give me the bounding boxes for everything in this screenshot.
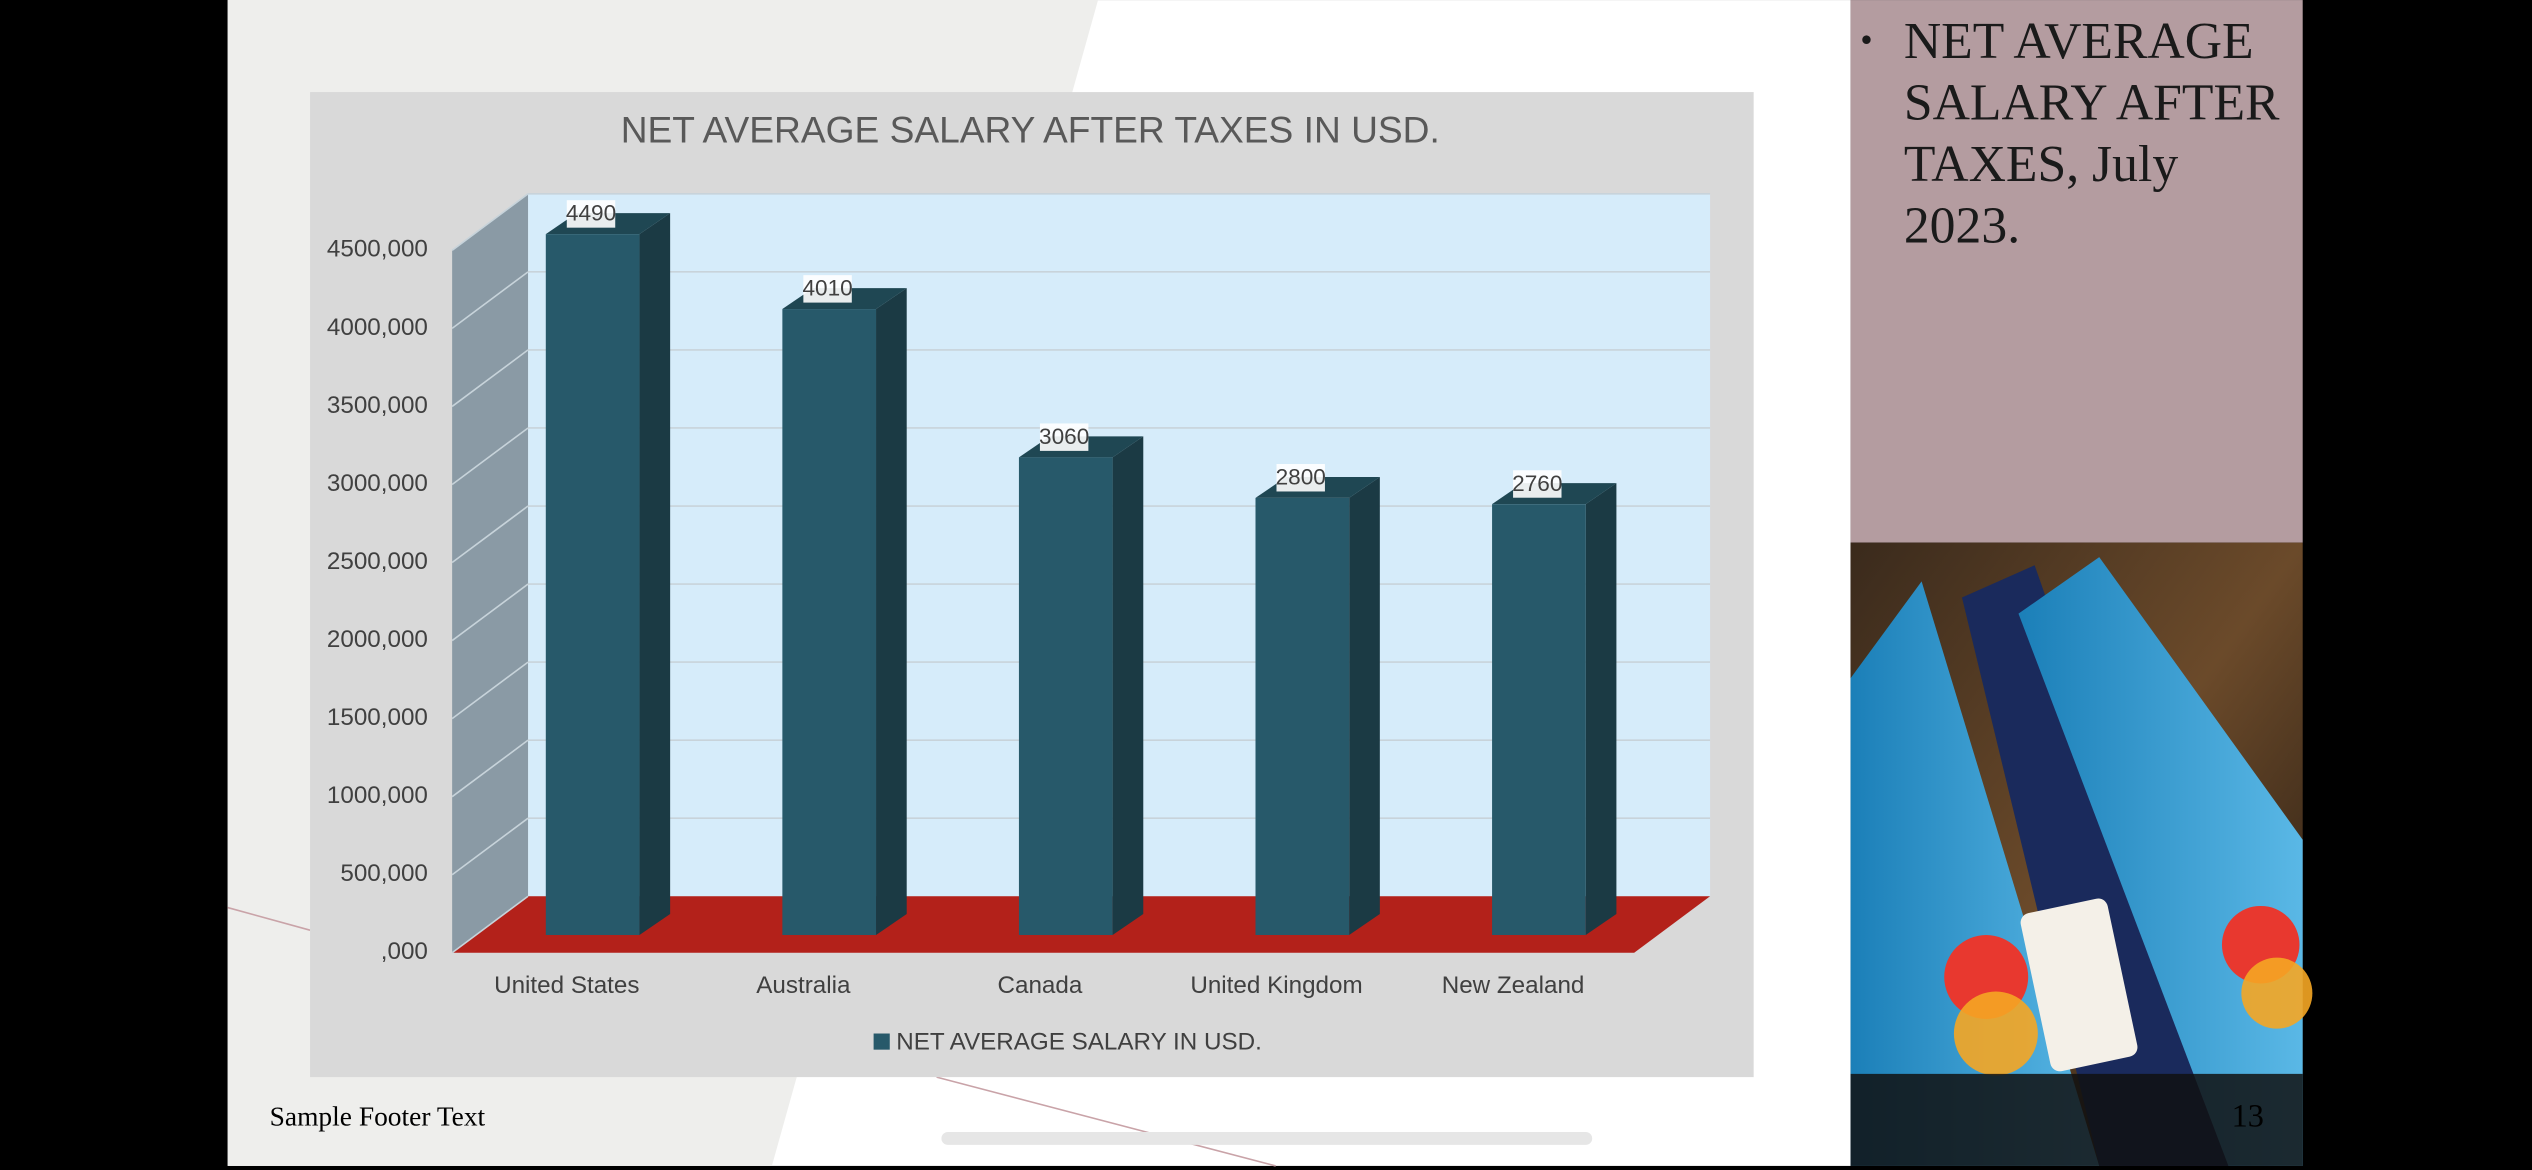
data-label: 2760 bbox=[1512, 471, 1562, 496]
grid-line bbox=[451, 271, 529, 330]
scrollbar[interactable] bbox=[941, 1132, 1593, 1145]
y-tick-label: 4500,000 bbox=[327, 236, 428, 263]
decor-line bbox=[936, 1076, 1276, 1167]
grid-line bbox=[451, 895, 529, 954]
bar bbox=[1492, 504, 1586, 936]
grid-line bbox=[451, 349, 529, 408]
side-wall bbox=[452, 193, 529, 953]
data-label: 3060 bbox=[1039, 424, 1089, 449]
y-tick-label: 2500,000 bbox=[327, 548, 428, 575]
data-label-bg bbox=[566, 200, 616, 228]
grid-line bbox=[451, 427, 529, 486]
bullet-text: NET AVERAGE SALARY AFTER TAXES, July 202… bbox=[1903, 11, 2280, 254]
y-tick-label: ,000 bbox=[381, 938, 428, 965]
photo bbox=[1850, 542, 2313, 1166]
grid-line bbox=[451, 739, 529, 798]
grid-line bbox=[451, 817, 529, 876]
y-tick-label: 3000,000 bbox=[327, 470, 428, 497]
data-label: 4010 bbox=[802, 276, 852, 301]
grid-line bbox=[451, 661, 529, 720]
grid-line bbox=[451, 193, 529, 251]
legend-label: NET AVERAGE SALARY IN USD. bbox=[896, 1029, 1262, 1056]
x-tick-label: United Kingdom bbox=[1190, 972, 1362, 999]
plot: ,000 500,000 1000,000 1500,000 2000,000 2500,… bbox=[327, 193, 1711, 999]
bullet: • bbox=[1860, 19, 1873, 60]
side-panel bbox=[1850, 0, 2303, 543]
legend-swatch bbox=[873, 1033, 890, 1050]
data-label-bg bbox=[1513, 470, 1562, 498]
footer-text: Sample Footer Text bbox=[270, 1101, 486, 1131]
data-label: 2800 bbox=[1276, 465, 1326, 490]
bar-side bbox=[1585, 483, 1617, 936]
x-tick-label: New Zealand bbox=[1442, 972, 1585, 999]
bar-side bbox=[1112, 436, 1144, 936]
slide-number: 13 bbox=[2232, 1098, 2264, 1134]
bullet-box: • NET AVERAGE SALARY AFTER TAXES, July 2… bbox=[1860, 11, 2280, 254]
x-tick-label: Canada bbox=[998, 972, 1083, 999]
y-tick-label: 1000,000 bbox=[327, 782, 428, 809]
data-label-bg bbox=[1276, 464, 1325, 492]
y-tick-label: 2000,000 bbox=[327, 626, 428, 653]
y-tick-label: 500,000 bbox=[340, 860, 428, 887]
decor-line bbox=[227, 906, 311, 931]
grid-line bbox=[451, 505, 529, 564]
y-tick-label: 1500,000 bbox=[327, 704, 428, 731]
bar bbox=[1018, 457, 1113, 936]
data-label-bg bbox=[803, 275, 852, 303]
bar-side bbox=[639, 213, 671, 936]
data-label-bg bbox=[1039, 423, 1089, 451]
data-label: 4490 bbox=[566, 201, 616, 226]
grid-line bbox=[451, 583, 529, 642]
x-tick-label: United States bbox=[494, 972, 639, 999]
bar-side bbox=[1349, 476, 1380, 936]
y-tick-label: 3500,000 bbox=[327, 392, 428, 419]
bar bbox=[545, 234, 640, 936]
bar bbox=[1255, 497, 1350, 936]
x-tick-label: Australia bbox=[756, 972, 851, 999]
chart-title: NET AVERAGE SALARY AFTER TAXES IN USD. bbox=[621, 108, 1440, 150]
bar bbox=[782, 309, 877, 936]
y-tick-label: 4000,000 bbox=[327, 314, 428, 341]
bar-side bbox=[876, 288, 907, 936]
